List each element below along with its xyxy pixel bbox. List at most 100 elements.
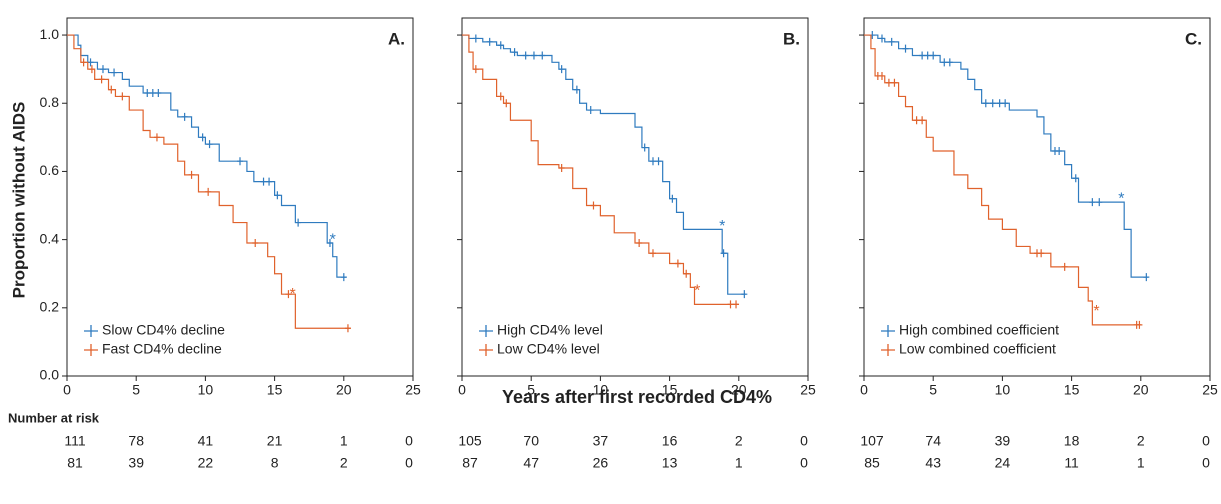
censor-mark xyxy=(237,157,243,166)
x-tick-label: 0 xyxy=(860,382,868,398)
legend-symbol xyxy=(479,325,493,337)
legend-label: Low CD4% level xyxy=(497,341,600,357)
censor-mark xyxy=(205,187,212,196)
censor-mark xyxy=(326,239,333,248)
at-risk-count: 47 xyxy=(523,455,539,471)
censor-mark xyxy=(503,99,510,108)
censor-mark xyxy=(530,51,537,60)
x-tick-label: 0 xyxy=(63,382,71,398)
at-risk-count: 1 xyxy=(735,455,743,471)
survival-curve xyxy=(462,34,739,305)
censor-mark xyxy=(153,133,160,142)
censor-mark xyxy=(885,78,892,87)
at-risk-count: 111 xyxy=(64,433,85,449)
censor-mark xyxy=(558,164,565,173)
censor-mark xyxy=(497,92,504,101)
censor-mark xyxy=(199,133,206,142)
censor-mark xyxy=(497,41,504,50)
censor-mark xyxy=(996,99,1003,108)
censor-mark xyxy=(1096,198,1103,207)
at-risk-count: 2 xyxy=(340,455,348,471)
censor-mark xyxy=(1002,99,1009,108)
plot-frame xyxy=(66,17,414,377)
x-tick-label: 20 xyxy=(1133,382,1149,398)
censor-mark xyxy=(80,58,87,67)
censor-mark xyxy=(1056,146,1063,155)
legend-label: Fast CD4% decline xyxy=(102,341,222,357)
at-risk-count: 87 xyxy=(462,455,478,471)
censor-mark xyxy=(119,92,126,101)
at-risk-count: 41 xyxy=(198,433,214,449)
at-risk-count: 21 xyxy=(267,433,283,449)
censor-mark xyxy=(982,99,989,108)
censor-mark xyxy=(486,37,493,46)
x-axis-label: Years after first recorded CD4% xyxy=(502,387,772,407)
censor-mark xyxy=(472,65,479,74)
censor-mark xyxy=(1061,262,1068,271)
censor-mark xyxy=(891,78,898,87)
x-tick-label: 15 xyxy=(267,382,283,398)
end-marker: * xyxy=(1093,303,1099,320)
censor-mark xyxy=(149,89,156,98)
at-risk-count: 2 xyxy=(735,433,743,449)
x-tick-label: 25 xyxy=(1202,382,1218,398)
censor-mark xyxy=(924,51,931,60)
at-risk-count: 105 xyxy=(458,433,482,449)
x-tick-label: 25 xyxy=(405,382,421,398)
legend-label: Slow CD4% decline xyxy=(102,322,225,338)
x-tick-label: 5 xyxy=(132,382,140,398)
plot-frame xyxy=(461,17,809,377)
y-tick-label: 1.0 xyxy=(40,26,60,42)
censor-mark xyxy=(1136,320,1143,329)
at-risk-count: 85 xyxy=(864,455,880,471)
censor-mark xyxy=(266,177,273,186)
legend-label: Low combined coefficient xyxy=(899,341,1056,357)
censor-mark xyxy=(669,194,676,203)
survival-curve xyxy=(864,34,1141,326)
at-risk-count: 43 xyxy=(925,455,941,471)
censor-mark xyxy=(340,273,347,282)
censor-mark xyxy=(98,75,105,84)
x-tick-label: 20 xyxy=(336,382,352,398)
censor-mark xyxy=(913,116,920,125)
at-risk-count: 8 xyxy=(271,455,279,471)
censor-mark xyxy=(878,34,885,43)
x-tick-label: 5 xyxy=(929,382,937,398)
panel-label: B. xyxy=(783,29,800,48)
x-tick-label: 25 xyxy=(800,382,816,398)
censor-mark xyxy=(285,290,292,299)
at-risk-count: 107 xyxy=(860,433,884,449)
end-marker: * xyxy=(1118,191,1124,208)
survival-curve xyxy=(864,34,1148,278)
legend-label: High combined coefficient xyxy=(899,322,1059,338)
x-tick-label: 10 xyxy=(995,382,1011,398)
censor-mark xyxy=(472,34,479,43)
censor-mark xyxy=(641,143,648,152)
censor-mark xyxy=(636,239,643,248)
censor-mark xyxy=(181,112,188,121)
x-tick-label: 0 xyxy=(458,382,466,398)
censor-mark xyxy=(111,68,118,77)
x-tick-label: 5 xyxy=(527,382,535,398)
censor-mark xyxy=(741,290,748,299)
censor-mark xyxy=(683,269,690,278)
at-risk-count: 70 xyxy=(523,433,539,449)
censor-mark xyxy=(87,58,94,67)
censor-mark xyxy=(1143,273,1150,282)
end-marker: * xyxy=(694,283,700,300)
at-risk-count: 24 xyxy=(995,455,1011,471)
y-tick-label: 0.8 xyxy=(40,94,60,110)
censor-mark xyxy=(878,71,885,80)
risk-title: Number at risk xyxy=(8,410,100,425)
censor-mark xyxy=(252,239,259,248)
legend-label: High CD4% level xyxy=(497,322,603,338)
at-risk-count: 0 xyxy=(800,433,808,449)
censor-mark xyxy=(733,300,740,309)
censor-mark xyxy=(206,140,213,149)
censor-mark xyxy=(155,89,162,98)
censor-mark xyxy=(88,65,95,74)
censor-mark xyxy=(260,177,267,186)
at-risk-count: 0 xyxy=(405,433,413,449)
legend-symbol xyxy=(84,325,98,337)
at-risk-count: 78 xyxy=(128,433,144,449)
